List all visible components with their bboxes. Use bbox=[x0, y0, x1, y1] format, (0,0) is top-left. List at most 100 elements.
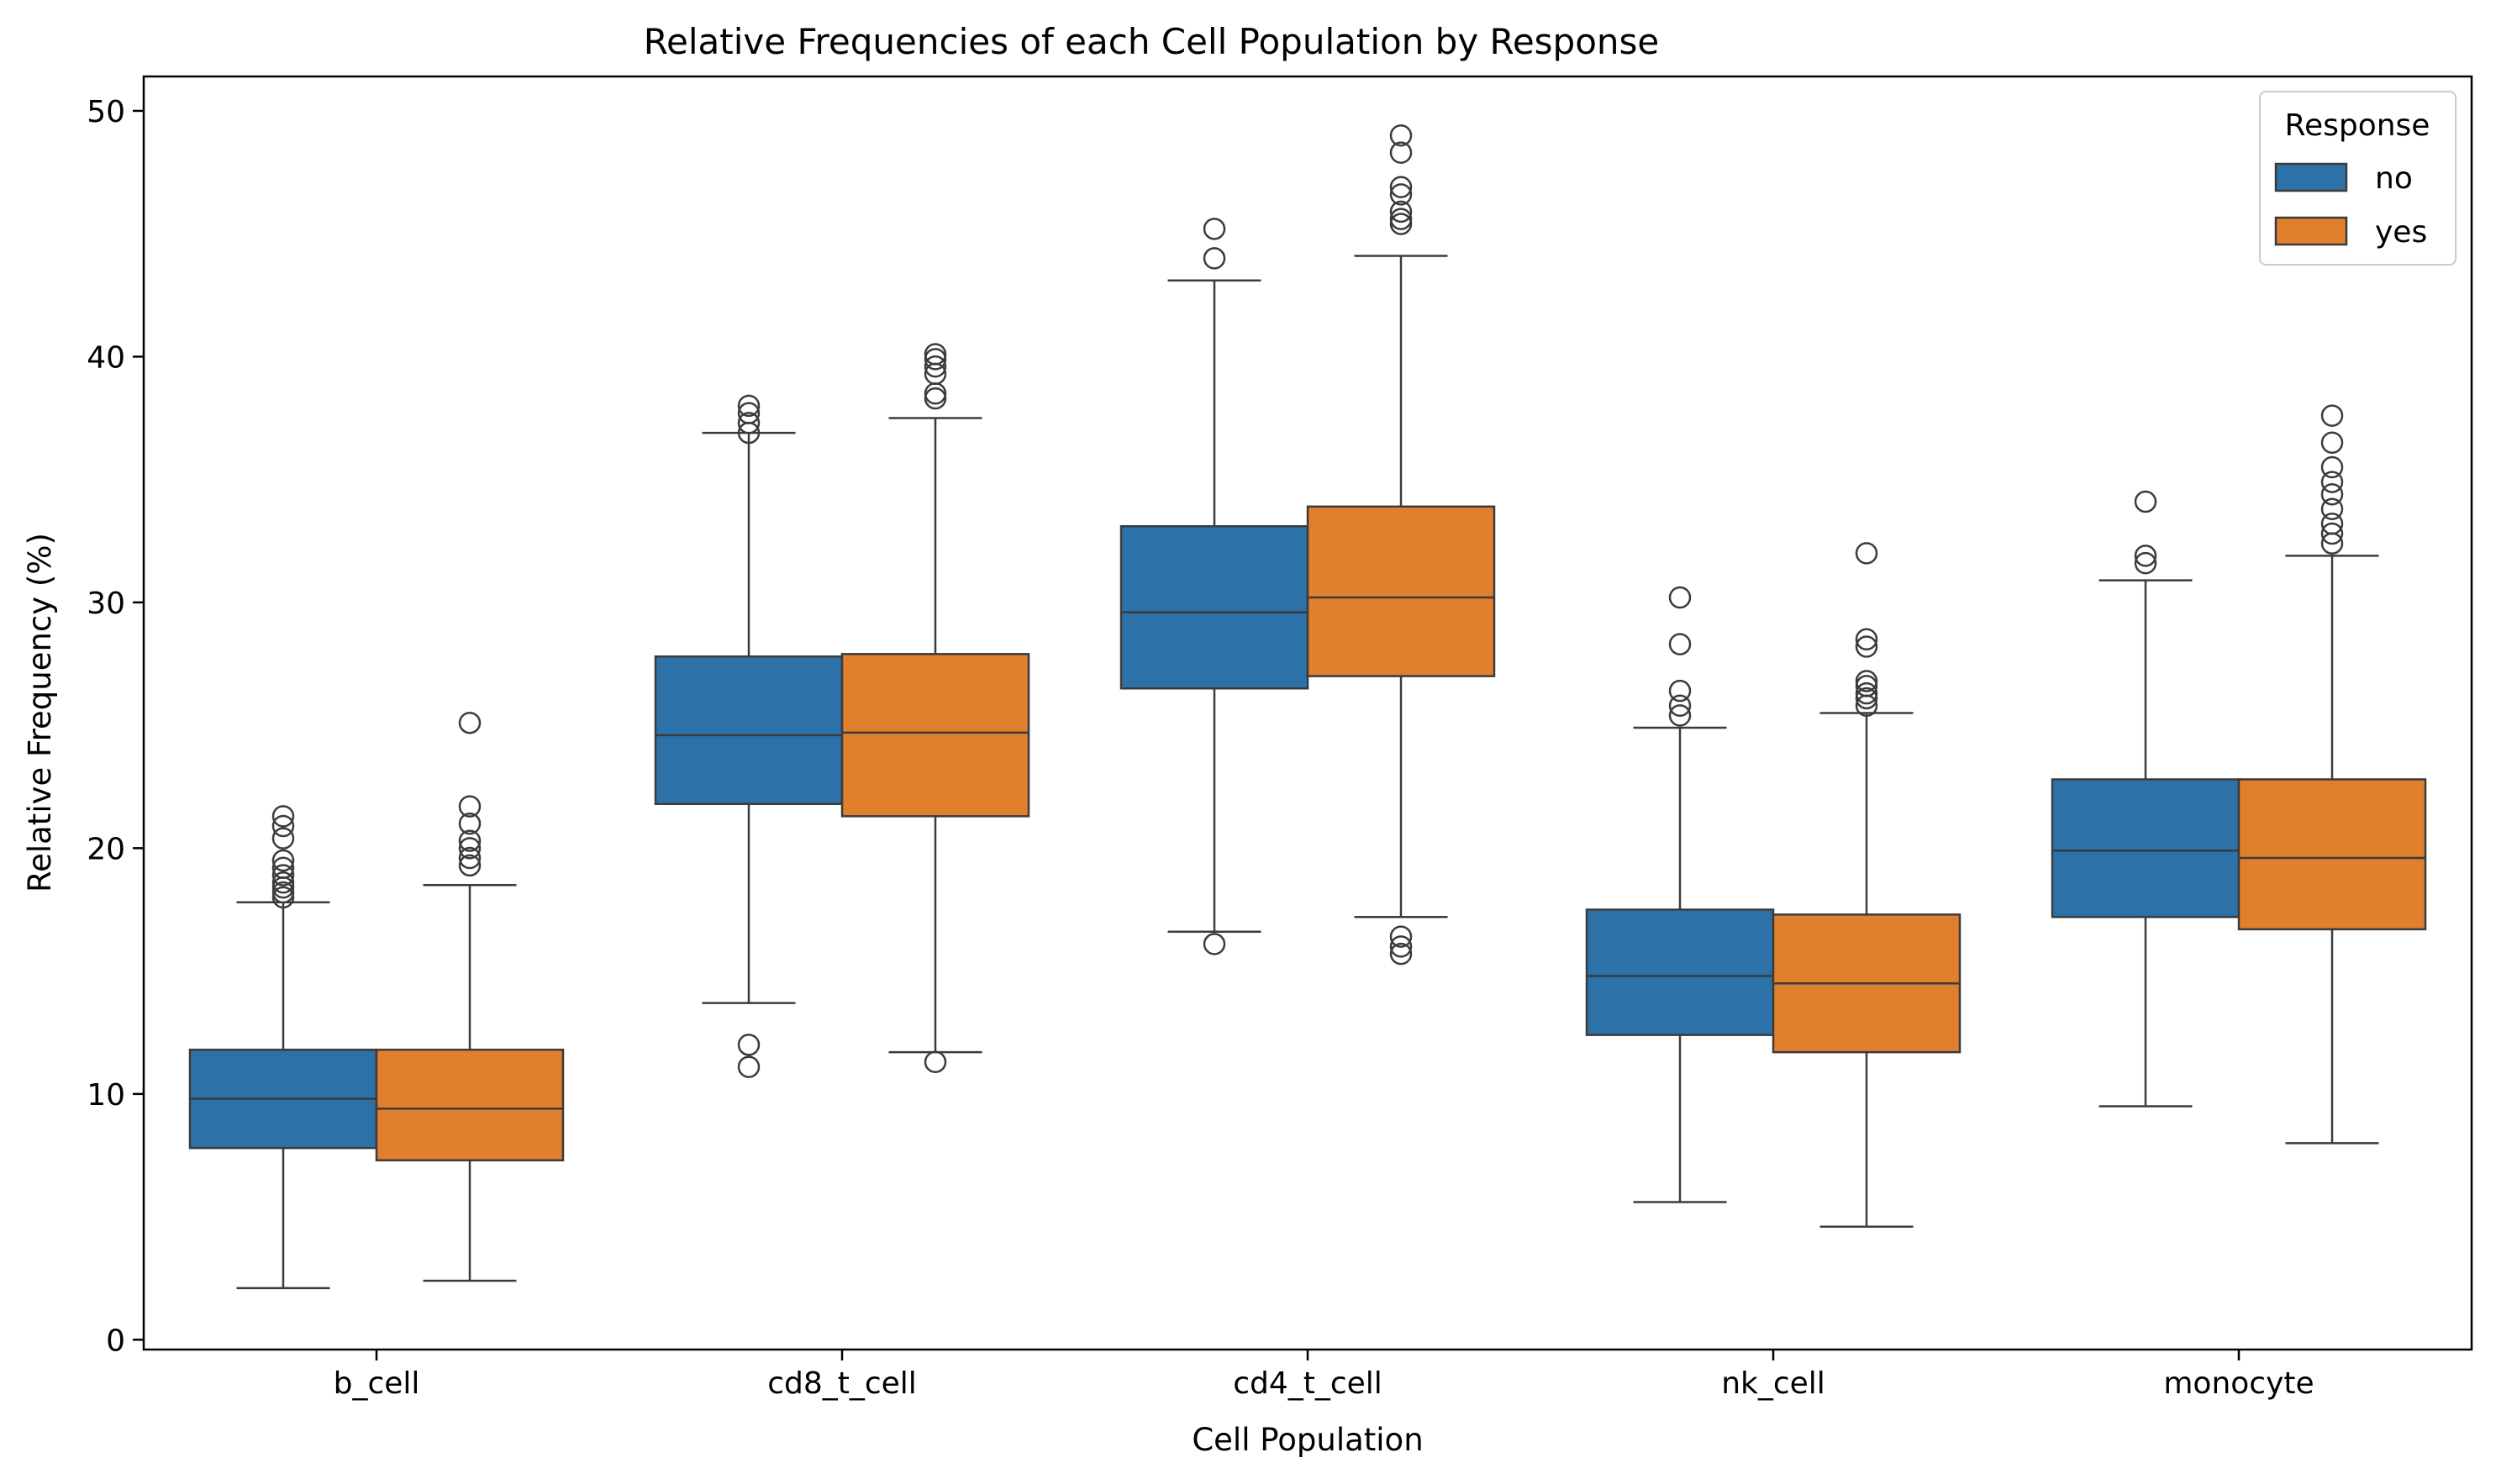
legend: Response no yes bbox=[2259, 91, 2457, 266]
outlier-point bbox=[1668, 586, 1692, 609]
outlier-point bbox=[1668, 633, 1692, 655]
x-tick-label: cd4_t_cell bbox=[1233, 1366, 1382, 1401]
outlier-point bbox=[737, 1055, 761, 1078]
outlier-point bbox=[2320, 471, 2344, 493]
outlier-point bbox=[1389, 208, 1413, 230]
outlier-point bbox=[271, 827, 295, 850]
outlier-point bbox=[1855, 681, 1878, 705]
x-axis: b_cell cd8_t_cell cd4_t_cell nk_cell monocyt… bbox=[334, 1350, 2314, 1401]
box-cd8_t_cell-yes bbox=[840, 343, 1030, 1074]
outlier-point bbox=[1389, 183, 1413, 206]
box-iqr bbox=[375, 1048, 565, 1162]
outlier-point bbox=[1203, 247, 1226, 270]
x-tick-label: monocyte bbox=[2163, 1366, 2314, 1401]
outlier-point bbox=[271, 864, 295, 887]
outlier-point bbox=[1389, 942, 1413, 966]
outlier-point bbox=[2320, 497, 2344, 520]
box-monocyte-yes bbox=[2237, 404, 2427, 1145]
box-cd4_t_cell-yes bbox=[1306, 124, 1496, 966]
outlier-point bbox=[271, 871, 295, 894]
outlier-point bbox=[1855, 542, 1878, 565]
plot-area bbox=[188, 124, 2427, 1290]
outlier-point bbox=[458, 812, 482, 835]
y-tick-label: 50 bbox=[87, 95, 125, 129]
outlier-point bbox=[2320, 482, 2344, 506]
x-axis-label: Cell Population bbox=[1192, 1422, 1423, 1458]
outlier-point bbox=[1389, 213, 1413, 235]
outlier-point bbox=[924, 343, 947, 366]
outlier-point bbox=[271, 805, 295, 828]
x-tick-label: nk_cell bbox=[1721, 1366, 1825, 1401]
outlier-point bbox=[1668, 679, 1692, 703]
outlier-point bbox=[271, 814, 295, 838]
box-monocyte-no bbox=[2051, 490, 2241, 1108]
outlier-point bbox=[458, 711, 482, 734]
outlier-point bbox=[1389, 141, 1413, 164]
outlier-point bbox=[1203, 933, 1226, 955]
outlier-point bbox=[1389, 935, 1413, 958]
box-iqr bbox=[1585, 908, 1775, 1036]
legend-swatch-yes bbox=[2274, 216, 2348, 246]
box-iqr bbox=[1306, 505, 1496, 677]
chart-title: Relative Frequencies of each Cell Popula… bbox=[644, 21, 1660, 62]
y-tick-label: 0 bbox=[106, 1323, 125, 1358]
outlier-point bbox=[2134, 551, 2157, 575]
box-cd8_t_cell-no bbox=[654, 394, 844, 1078]
outlier-point bbox=[2320, 513, 2344, 535]
outlier-point bbox=[737, 402, 761, 424]
outlier-point bbox=[1668, 694, 1692, 717]
outlier-point bbox=[458, 854, 482, 877]
outlier-point bbox=[737, 1034, 761, 1056]
outlier-point bbox=[1855, 687, 1878, 710]
outlier-point bbox=[271, 886, 295, 909]
box-b_cell-no bbox=[188, 805, 378, 1290]
outlier-point bbox=[271, 849, 295, 872]
box-cd4_t_cell-no bbox=[1119, 218, 1309, 955]
outlier-point bbox=[1389, 176, 1413, 198]
outlier-point bbox=[1855, 675, 1878, 697]
outlier-point bbox=[2320, 455, 2344, 479]
outlier-point bbox=[458, 846, 482, 870]
outlier-point bbox=[924, 387, 947, 410]
y-tick-label: 20 bbox=[87, 832, 125, 866]
outlier-point bbox=[924, 348, 947, 371]
y-axis-label: Relative Frequency (%) bbox=[22, 533, 58, 892]
outlier-point bbox=[1855, 628, 1878, 651]
legend-title: Response bbox=[2285, 108, 2430, 143]
box-iqr bbox=[654, 655, 844, 805]
box-b_cell-yes bbox=[375, 711, 565, 1282]
outlier-point bbox=[2320, 522, 2344, 545]
legend-label-yes: yes bbox=[2375, 215, 2427, 250]
box-iqr bbox=[2051, 778, 2241, 918]
box-nk_cell-no bbox=[1585, 586, 1775, 1203]
legend-label-no: no bbox=[2375, 161, 2413, 196]
x-tick-label: b_cell bbox=[334, 1366, 420, 1401]
outlier-point bbox=[1855, 635, 1878, 658]
box-iqr bbox=[840, 653, 1030, 818]
outlier-point bbox=[458, 837, 482, 860]
outlier-point bbox=[2320, 431, 2344, 455]
outlier-point bbox=[271, 856, 295, 880]
x-tick-label: cd8_t_cell bbox=[767, 1366, 917, 1401]
outlier-point bbox=[1389, 200, 1413, 224]
outlier-point bbox=[271, 881, 295, 904]
box-iqr bbox=[1119, 524, 1309, 690]
outlier-point bbox=[1203, 218, 1226, 240]
outlier-point bbox=[458, 795, 482, 818]
outlier-point bbox=[737, 412, 761, 434]
outlier-point bbox=[458, 829, 482, 852]
outlier-point bbox=[1668, 704, 1692, 727]
y-axis: 0 10 20 30 40 50 bbox=[87, 95, 144, 1358]
legend-swatch-no bbox=[2274, 162, 2348, 192]
outlier-point bbox=[1389, 925, 1413, 948]
outlier-point bbox=[924, 355, 947, 378]
outlier-point bbox=[737, 394, 761, 418]
outlier-point bbox=[1389, 124, 1413, 147]
box-iqr bbox=[2237, 778, 2427, 931]
outlier-point bbox=[2320, 404, 2344, 427]
y-tick-label: 10 bbox=[87, 1078, 125, 1113]
y-tick-label: 30 bbox=[87, 587, 125, 621]
outlier-point bbox=[1855, 670, 1878, 692]
plot-frame bbox=[142, 75, 2473, 1351]
